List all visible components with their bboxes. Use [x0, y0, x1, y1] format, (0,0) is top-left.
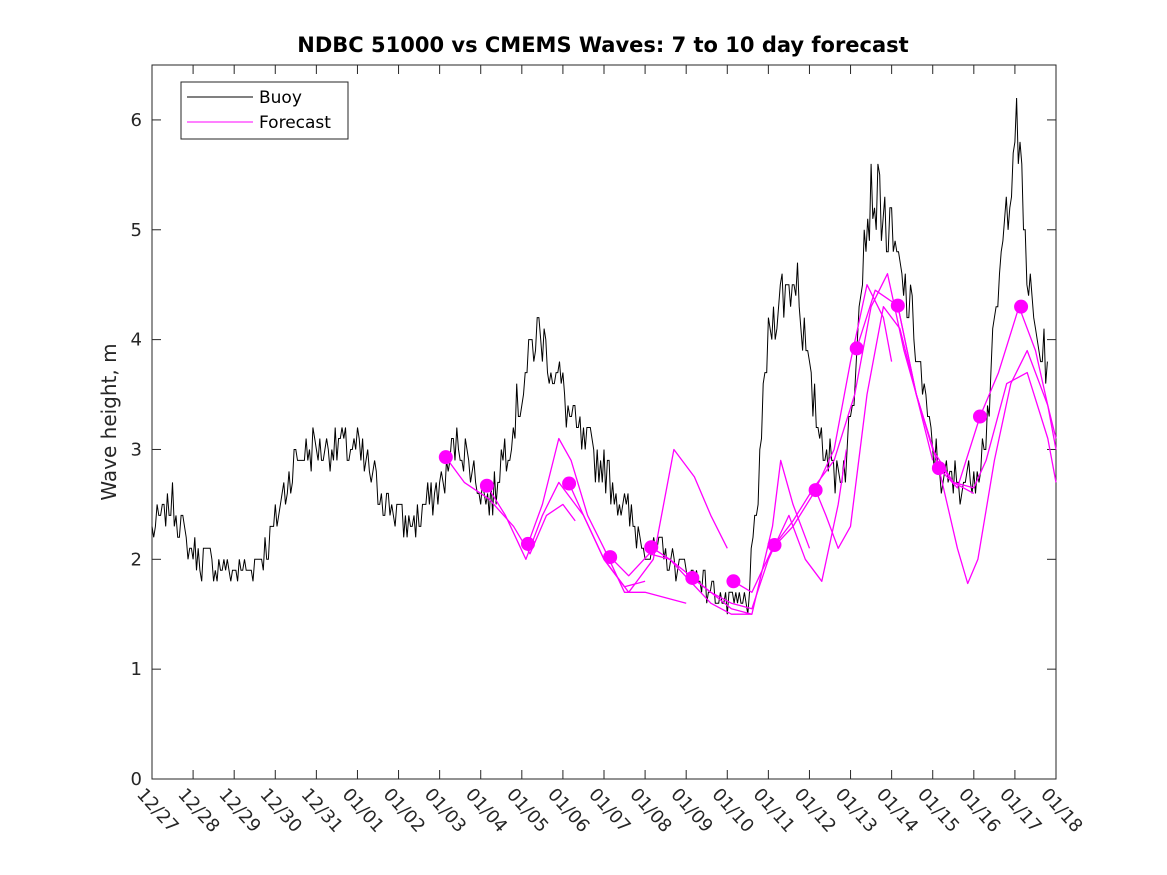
forecast-series-line: [814, 306, 975, 549]
y-tick-label: 3: [131, 439, 142, 460]
forecast-series-line: [568, 448, 728, 593]
forecast-markers: [438, 298, 1029, 589]
y-tick-label: 2: [131, 549, 142, 570]
y-tick-label: 6: [131, 110, 142, 131]
forecast-series-line: [527, 437, 687, 604]
forecast-series-line: [650, 459, 811, 615]
y-tick-label: 5: [131, 220, 142, 241]
y-tick-label: 0: [131, 769, 142, 790]
y-axis-label: Wave height, m: [97, 343, 121, 500]
forecast-marker: [1014, 299, 1029, 314]
forecast-marker: [562, 476, 577, 491]
forecast-marker: [767, 538, 782, 553]
forecast-marker: [726, 574, 741, 589]
forecast-series-line: [609, 553, 752, 615]
forecast-series-line: [938, 306, 1057, 489]
forecast-marker: [438, 450, 453, 465]
y-tick-label: 4: [131, 330, 142, 351]
forecast-marker: [931, 461, 946, 476]
forecast-marker: [644, 540, 659, 555]
forecast-marker: [520, 536, 535, 551]
forecast-marker: [685, 570, 700, 585]
forecast-marker: [890, 298, 905, 313]
forecast-marker: [849, 341, 864, 356]
forecast-series-line: [897, 305, 1057, 585]
forecast-marker: [479, 478, 494, 493]
series-layer: [151, 97, 1057, 615]
forecast-marker: [808, 483, 823, 498]
legend-buoy-label: Buoy: [259, 88, 302, 108]
plot-area: [151, 64, 1057, 780]
y-tick-label: 1: [131, 659, 142, 680]
forecast-series-line: [691, 449, 848, 610]
chart-title: NDBC 51000 vs CMEMS Waves: 7 to 10 day f…: [297, 33, 908, 57]
legend: Buoy Forecast: [180, 81, 349, 140]
legend-forecast-label: Forecast: [259, 113, 331, 133]
forecast-marker: [972, 409, 987, 424]
buoy-series-line: [151, 97, 1048, 615]
forecast-series-line: [733, 284, 893, 593]
forecast-series-line: [445, 456, 576, 555]
legend-box: [180, 81, 349, 140]
forecast-marker: [603, 550, 618, 565]
y-axis: 0 1 2 3 4 5 6: [131, 110, 1056, 790]
